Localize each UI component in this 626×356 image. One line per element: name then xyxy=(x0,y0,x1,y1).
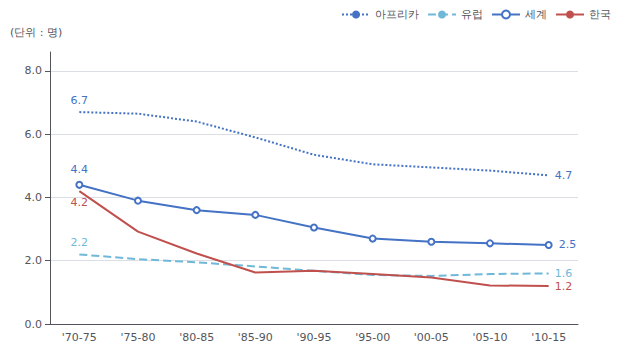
svg-text:세계: 세계 xyxy=(525,8,547,21)
svg-text:8.0: 8.0 xyxy=(25,64,43,77)
svg-text:'90-95: '90-95 xyxy=(297,331,332,344)
svg-text:아프리카: 아프리카 xyxy=(375,8,419,21)
svg-text:1.6: 1.6 xyxy=(555,267,573,280)
svg-text:2.0: 2.0 xyxy=(25,254,43,267)
svg-text:'10-15: '10-15 xyxy=(531,331,566,344)
svg-text:4.2: 4.2 xyxy=(71,196,89,209)
svg-text:'05-10: '05-10 xyxy=(473,331,508,344)
svg-text:0.0: 0.0 xyxy=(25,318,43,331)
svg-text:2.2: 2.2 xyxy=(71,236,89,249)
svg-text:2.5: 2.5 xyxy=(559,238,577,251)
svg-text:유럽: 유럽 xyxy=(461,8,483,21)
svg-text:1.2: 1.2 xyxy=(555,280,573,293)
svg-text:한국: 한국 xyxy=(589,8,611,21)
svg-text:4.4: 4.4 xyxy=(71,163,89,176)
svg-text:'75-80: '75-80 xyxy=(121,331,156,344)
svg-text:6.7: 6.7 xyxy=(71,94,89,107)
svg-text:4.0: 4.0 xyxy=(25,191,43,204)
svg-text:'95-00: '95-00 xyxy=(355,331,390,344)
svg-text:'70-75: '70-75 xyxy=(62,331,97,344)
svg-text:'00-05: '00-05 xyxy=(414,331,449,344)
svg-text:4.7: 4.7 xyxy=(555,169,573,182)
svg-text:'85-90: '85-90 xyxy=(238,331,273,344)
svg-text:'80-85: '80-85 xyxy=(179,331,214,344)
svg-text:(단위 : 명): (단위 : 명) xyxy=(10,26,62,39)
svg-text:6.0: 6.0 xyxy=(25,128,43,141)
